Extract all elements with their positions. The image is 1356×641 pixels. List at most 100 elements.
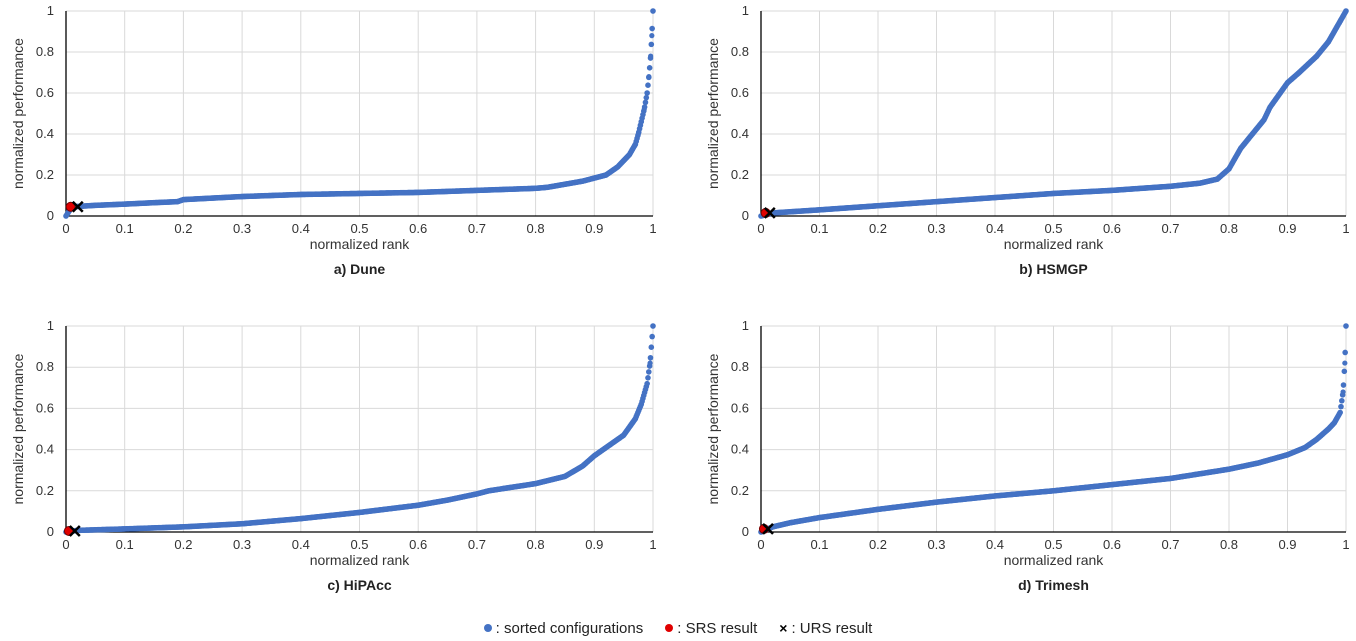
urs-result-marker (762, 523, 774, 535)
sorted-config-point (486, 488, 492, 494)
sorted-config-point (579, 463, 586, 469)
sorted-config-point (933, 199, 940, 205)
x-tick-label: 0.9 (1278, 537, 1296, 552)
sorted-config-point (649, 25, 655, 32)
x-tick-label: 0.5 (350, 221, 368, 236)
y-tick-label: 0.6 (731, 400, 749, 415)
sorted-config-point (646, 369, 652, 375)
sorted-config-point (474, 491, 480, 497)
sorted-config-point (641, 106, 647, 112)
x-tick-label: 0.4 (986, 537, 1004, 552)
sorted-config-point (603, 444, 609, 451)
sorted-config-point (579, 178, 586, 184)
sorted-config-point (638, 119, 644, 125)
x-tick-label: 0.6 (1103, 537, 1121, 552)
sorted-config-point (356, 509, 363, 516)
sorted-config-point (646, 74, 652, 80)
legend-label-srs: : SRS result (677, 619, 758, 637)
sorted-config-point (1340, 382, 1347, 388)
x-tick-label: 0.3 (233, 221, 251, 236)
x-tick-label: 0.4 (292, 537, 310, 552)
sorted-config-point (650, 8, 656, 14)
sorted-config-point (298, 191, 304, 198)
x-tick-label: 0.4 (292, 221, 310, 236)
sorted-config-point (1338, 403, 1344, 410)
y-tick-label: 0.2 (731, 483, 749, 498)
sorted-config-point (1343, 323, 1349, 329)
x-tick-label: 0 (62, 221, 69, 236)
y-tick-label: 0.8 (731, 359, 749, 374)
x-axis-label: normalized rank (310, 552, 411, 568)
x-tick-label: 0.7 (468, 221, 486, 236)
sorted-config-point (63, 213, 69, 219)
srs-result-point (65, 201, 76, 212)
sorted-config-point (816, 514, 823, 521)
sorted-config-point (1284, 80, 1291, 86)
x-tick-label: 0.7 (1161, 221, 1179, 236)
x-axis-label: normalized rank (1004, 236, 1105, 252)
x-axis-label: normalized rank (310, 236, 411, 252)
sorted-config-point (1109, 482, 1115, 488)
sorted-config-point (649, 333, 655, 340)
chart-title: b) HSMGP (1019, 261, 1087, 277)
y-tick-label: 0.2 (36, 167, 54, 182)
x-tick-label: 0.5 (1044, 221, 1062, 236)
sorted-config-point (1325, 426, 1332, 432)
legend: : sorted configurations : SRS result × :… (0, 618, 1356, 638)
legend-marker-urs-icon: × (779, 620, 788, 636)
x-tick-label: 0 (62, 537, 69, 552)
sorted-config-point (1284, 452, 1291, 458)
x-tick-label: 0.1 (810, 221, 828, 236)
sorted-config-point (645, 82, 651, 88)
sorted-config-point (356, 190, 363, 197)
sorted-config-point (875, 506, 881, 512)
y-tick-label: 0.2 (731, 167, 749, 182)
sorted-config-point (151, 200, 157, 206)
y-tick-label: 0.8 (731, 44, 749, 59)
y-tick-label: 1 (47, 318, 54, 333)
sorted-config-point (643, 94, 650, 101)
sorted-config-point (591, 175, 597, 181)
x-tick-label: 0 (757, 537, 764, 552)
sorted-config-point (621, 158, 627, 164)
sorted-config-point (180, 197, 186, 203)
sorted-config-point (239, 521, 245, 527)
y-tick-label: 0.4 (36, 126, 54, 141)
sorted-config-point (992, 493, 998, 499)
sorted-config-point (1331, 420, 1337, 426)
sorted-config-point (875, 203, 881, 209)
legend-marker-sorted (483, 624, 492, 632)
x-tick-label: 0.7 (1161, 537, 1179, 552)
sorted-config-point (544, 184, 550, 190)
sorted-config-point (1109, 187, 1115, 193)
sorted-config-point (615, 164, 621, 170)
sorted-config-point (644, 381, 650, 387)
sorted-config-point (632, 141, 638, 147)
y-tick-label: 0.2 (36, 483, 54, 498)
x-axis-label: normalized rank (1004, 552, 1105, 568)
sorted-config-point (415, 189, 421, 196)
sorted-config-point (180, 524, 186, 530)
sorted-config-point (648, 53, 654, 59)
sorted-config-point (1267, 104, 1273, 110)
urs-result-marker (68, 525, 81, 537)
x-tick-label: 0.6 (1103, 221, 1121, 236)
sorted-config-point (1342, 349, 1348, 356)
y-tick-label: 1 (47, 3, 54, 18)
urs-result-marker (71, 200, 84, 213)
legend-item-urs: × : URS result (779, 620, 872, 637)
sorted-config-point (787, 520, 793, 526)
x-tick-label: 0.1 (116, 537, 134, 552)
y-tick-label: 0 (742, 524, 749, 539)
x-tick-label: 0.8 (527, 537, 545, 552)
sorted-config-point (632, 416, 638, 422)
y-tick-label: 0 (47, 208, 54, 223)
sorted-config-point (1341, 368, 1348, 375)
sorted-config-point (646, 65, 653, 71)
legend-label-urs: : URS result (791, 619, 873, 637)
sorted-config-point (648, 41, 655, 48)
chart-title: d) Trimesh (1018, 577, 1089, 593)
sorted-config-point (415, 502, 421, 508)
sorted-config-point (1314, 436, 1320, 442)
x-tick-label: 0.3 (927, 221, 945, 236)
